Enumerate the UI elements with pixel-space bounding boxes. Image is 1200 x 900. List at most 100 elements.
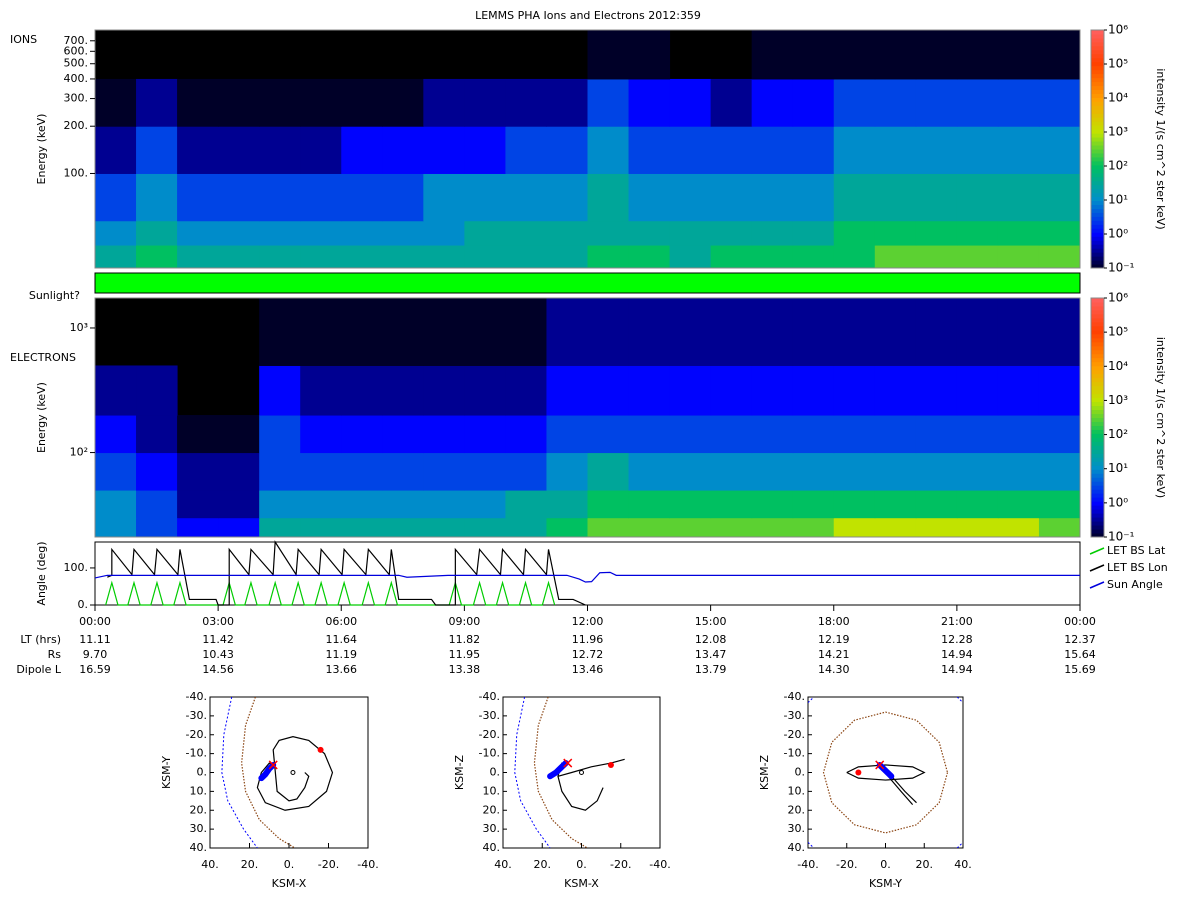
heatmap-cell xyxy=(341,415,383,454)
heatmap-cell xyxy=(792,173,835,222)
heatmap-cell xyxy=(669,517,712,538)
x-axis-label: KSM-Y xyxy=(869,877,902,890)
colorbar-segment xyxy=(1091,208,1104,213)
heatmap-cell xyxy=(710,126,753,174)
heatmap-cell xyxy=(423,365,465,416)
colorbar-segment xyxy=(1091,133,1104,138)
colorbar-segment xyxy=(1091,61,1104,67)
heatmap-cell xyxy=(259,298,301,366)
heatmap-cell xyxy=(382,490,424,519)
colorbar-segment xyxy=(1091,533,1104,538)
colorbar-segment xyxy=(1091,152,1104,158)
colorbar-segment xyxy=(1091,477,1104,482)
colorbar-tick-label: 10⁰ xyxy=(1108,495,1128,509)
heatmap-cell xyxy=(833,245,876,269)
colorbar-segment xyxy=(1091,168,1104,174)
heatmap-cell xyxy=(997,517,1040,538)
x-tick-label: 20. xyxy=(916,858,934,871)
colorbar-segment xyxy=(1091,481,1104,486)
ephemeris-value: 15.69 xyxy=(1064,663,1096,676)
y-tick-label: -40. xyxy=(479,690,500,703)
heatmap-cell xyxy=(874,365,917,416)
heatmap-cell xyxy=(1038,245,1081,269)
colorbar-segment xyxy=(1091,429,1104,434)
colorbar-segment xyxy=(1091,188,1104,194)
heatmap-cell xyxy=(95,245,137,269)
y-tick-label: 10. xyxy=(483,784,501,797)
colorbar-segment xyxy=(1091,469,1104,474)
trajectory xyxy=(808,697,815,704)
colorbar-segment xyxy=(1091,77,1104,83)
heatmap-cell xyxy=(710,298,753,366)
heatmap-cell xyxy=(792,30,835,80)
heatmap-cell xyxy=(300,78,342,127)
heatmap-cell xyxy=(669,173,712,222)
ephemeris-value: 15.64 xyxy=(1064,648,1096,661)
ephemeris-value: 13.38 xyxy=(449,663,481,676)
colorbar-segment xyxy=(1091,349,1104,355)
heatmap-cell xyxy=(792,220,835,246)
ephemeris-row-label: LT (hrs) xyxy=(20,633,61,646)
status-bar xyxy=(94,272,1081,294)
panel-label: ELECTRONS xyxy=(10,351,76,364)
colorbar-segment xyxy=(1091,216,1104,221)
heatmap-cell xyxy=(833,30,876,80)
heatmap-cell xyxy=(751,30,794,80)
legend-swatch xyxy=(1089,547,1105,555)
colorbar-segment xyxy=(1091,252,1104,257)
heatmap-cell xyxy=(382,220,424,246)
colorbar-segment xyxy=(1091,192,1104,198)
heatmap-cell xyxy=(505,126,547,174)
heatmap-cell xyxy=(833,490,876,519)
colorbar-segment xyxy=(1091,449,1104,454)
colorbar-tick-label: 10³ xyxy=(1108,125,1128,139)
colorbar-segment xyxy=(1091,453,1104,458)
colorbar-segment xyxy=(1091,156,1104,162)
colorbar-tick-label: 10¹ xyxy=(1108,193,1128,207)
heatmap-cell xyxy=(505,245,547,269)
ephemeris-value: 12.08 xyxy=(695,633,727,646)
heatmap-cell xyxy=(464,78,506,127)
heatmap-cell xyxy=(464,126,506,174)
x-tick-label: 15:00 xyxy=(695,615,727,628)
trajectory xyxy=(822,711,949,834)
heatmap-cell xyxy=(136,517,178,538)
y-tick-label: 20. xyxy=(788,803,806,816)
colorbar-segment xyxy=(1091,41,1104,47)
colorbar-segment xyxy=(1091,180,1104,186)
colorbar-segment xyxy=(1091,196,1104,202)
colorbar-segment xyxy=(1091,81,1104,87)
colorbar-segment xyxy=(1091,425,1104,430)
heatmap-cell xyxy=(95,517,137,538)
colorbar-segment xyxy=(1091,30,1104,35)
heatmap-cell xyxy=(751,173,794,222)
colorbar-tick-label: 10² xyxy=(1108,159,1128,173)
ephemeris-value: 11.64 xyxy=(326,633,358,646)
y-tick-label: 100. xyxy=(64,166,89,179)
ephemeris-value: 16.59 xyxy=(79,663,111,676)
heatmap-cell xyxy=(300,245,342,269)
heatmap-cell xyxy=(997,298,1040,366)
heatmap-cell xyxy=(218,173,260,222)
plot-frame xyxy=(94,29,1081,269)
colorbar-tick-label: 10⁵ xyxy=(1108,57,1128,71)
heatmap-cell xyxy=(833,220,876,246)
heatmap-cell xyxy=(1038,298,1081,366)
colorbar-tick-label: 10⁶ xyxy=(1108,291,1128,305)
y-tick-label: 30. xyxy=(483,822,501,835)
heatmap-cell xyxy=(792,490,835,519)
heatmap-cell xyxy=(177,173,219,222)
heatmap-cell xyxy=(505,490,547,519)
heatmap-cell xyxy=(710,245,753,269)
trajectory xyxy=(846,764,926,781)
heatmap-cell xyxy=(997,220,1040,246)
colorbar-segment xyxy=(1091,176,1104,182)
heatmap-cell xyxy=(382,365,424,416)
heatmap-cell xyxy=(423,220,465,246)
colorbar-segment xyxy=(1091,525,1104,530)
marker xyxy=(855,769,862,776)
heatmap-cell xyxy=(136,490,178,519)
heatmap-cell xyxy=(915,452,958,491)
heatmap-cell xyxy=(177,415,219,454)
